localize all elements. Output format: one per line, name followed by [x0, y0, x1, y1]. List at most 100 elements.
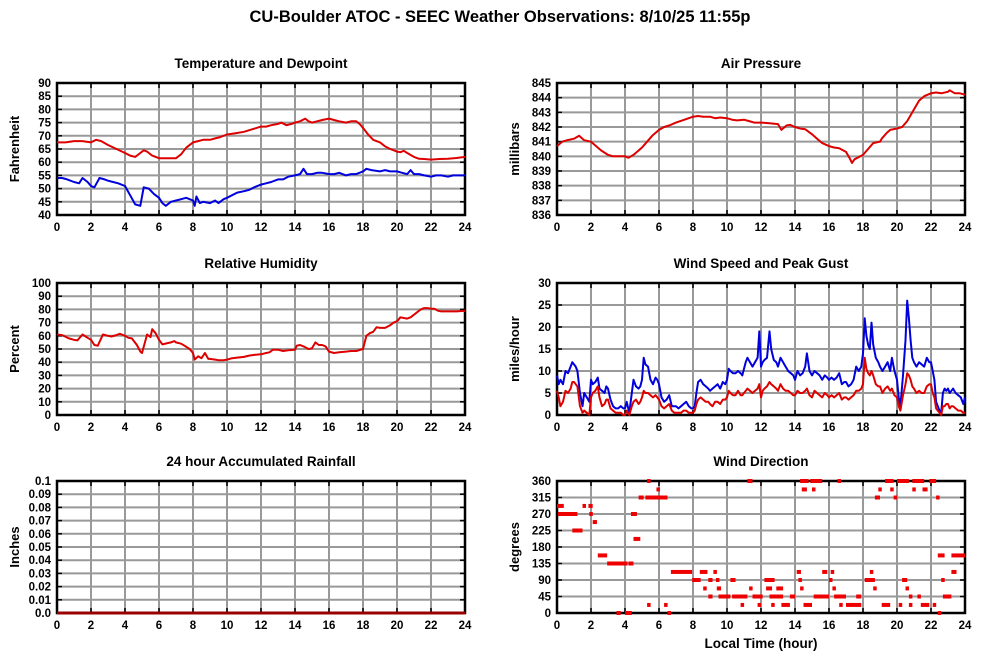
dewpoint-series — [57, 167, 465, 207]
direction-dash — [936, 495, 940, 500]
direction-dash — [667, 611, 671, 615]
x-tick-label: 6 — [156, 620, 162, 632]
x-tick-label: 6 — [156, 222, 162, 234]
y-tick-label: 135 — [532, 559, 552, 571]
direction-dash — [557, 503, 564, 508]
y-tick-label: 70 — [38, 131, 51, 143]
x-tick-label: 4 — [122, 222, 129, 234]
direction-dash — [822, 569, 828, 574]
direction-dash — [796, 569, 801, 574]
direction-dash — [898, 602, 903, 607]
direction-dash — [771, 602, 775, 607]
x-tick-label: 10 — [721, 620, 734, 632]
direction-dash — [607, 561, 628, 566]
x-tick-label: 6 — [656, 422, 662, 434]
direction-dash — [922, 487, 928, 492]
direction-dash — [557, 512, 578, 516]
direction-dash — [589, 512, 593, 516]
x-tick-label: 16 — [323, 620, 336, 632]
y-tick-label: 10 — [38, 397, 51, 409]
x-tick-label: 0 — [54, 422, 60, 434]
direction-dash — [625, 611, 632, 615]
direction-dash — [908, 602, 913, 607]
x-tick-label: 16 — [323, 222, 336, 234]
y-tick-label: 30 — [38, 370, 51, 382]
direction-dash — [708, 594, 713, 599]
y-tick-label: 0.03 — [29, 568, 51, 580]
direction-dash — [715, 578, 720, 582]
x-tick-label: 18 — [857, 620, 870, 632]
chart-title: Relative Humidity — [204, 256, 318, 271]
direction-dash — [572, 528, 583, 533]
direction-dash — [766, 586, 773, 591]
x-tick-label: 12 — [255, 620, 268, 632]
x-tick-label: 10 — [721, 422, 734, 434]
x-tick-label: 22 — [925, 620, 938, 632]
direction-dash — [616, 611, 621, 615]
x-tick-label: 18 — [857, 422, 870, 434]
page-title: CU-Boulder ATOC - SEEC Weather Observati… — [249, 8, 751, 26]
x-tick-label: 12 — [755, 620, 768, 632]
y-tick-label: 225 — [532, 526, 552, 538]
direction-dash — [764, 578, 775, 582]
x-tick-label: 8 — [190, 422, 197, 434]
y-axis-label: degrees — [507, 522, 522, 572]
direction-dash — [869, 569, 874, 574]
x-tick-label: 0 — [554, 222, 560, 234]
direction-dash — [810, 479, 823, 483]
y-tick-label: 40 — [38, 357, 51, 369]
x-tick-label: 6 — [156, 422, 162, 434]
y-tick-label: 30 — [538, 278, 551, 290]
x-tick-label: 6 — [656, 222, 662, 234]
y-tick-label: 0 — [45, 410, 51, 422]
direction-dash — [769, 594, 784, 599]
y-tick-label: 70 — [38, 318, 51, 330]
x-tick-label: 18 — [357, 222, 370, 234]
y-tick-label: 60 — [38, 157, 51, 169]
direction-dash — [638, 495, 644, 500]
direction-dash — [740, 602, 745, 607]
x-tick-label: 24 — [459, 222, 472, 234]
x-tick-label: 22 — [425, 620, 438, 632]
x-tick-label: 2 — [88, 620, 94, 632]
x-tick-label: 8 — [690, 222, 697, 234]
y-tick-label: 40 — [38, 210, 51, 222]
y-tick-label: 0.09 — [29, 489, 51, 501]
x-tick-label: 6 — [656, 620, 662, 632]
x-tick-label: 10 — [221, 222, 234, 234]
x-tick-label: 2 — [88, 422, 94, 434]
direction-segments-series — [557, 479, 965, 615]
direction-dash — [897, 479, 909, 483]
x-tick-label: 20 — [391, 422, 404, 434]
y-tick-label: 90 — [538, 575, 551, 587]
x-tick-label: 14 — [289, 222, 302, 234]
direction-dash — [864, 578, 875, 582]
y-tick-label: 100 — [32, 278, 51, 290]
x-tick-label: 20 — [891, 422, 904, 434]
x-tick-label: 8 — [690, 620, 697, 632]
x-tick-label: 14 — [789, 222, 802, 234]
direction-dash — [937, 553, 945, 558]
direction-dash — [846, 602, 862, 607]
x-tick-label: 2 — [588, 222, 594, 234]
y-tick-label: 20 — [538, 322, 551, 334]
x-tick-label: 22 — [925, 222, 938, 234]
x-axis-label: Local Time (hour) — [704, 636, 817, 651]
y-axis-label: Inches — [7, 526, 22, 567]
direction-dash — [670, 569, 693, 574]
x-tick-label: 2 — [88, 222, 94, 234]
y-axis-label: millibars — [507, 122, 522, 175]
y-tick-label: 0.05 — [29, 542, 52, 554]
y-tick-label: 50 — [38, 184, 51, 196]
direction-dash — [885, 479, 894, 483]
direction-dash — [647, 602, 651, 607]
x-tick-label: 16 — [823, 620, 836, 632]
direction-dash — [873, 586, 877, 591]
direction-dash — [834, 594, 846, 599]
direction-dash — [905, 586, 909, 591]
direction-dash — [912, 479, 925, 483]
direction-dash — [703, 586, 707, 591]
x-tick-label: 4 — [622, 620, 629, 632]
